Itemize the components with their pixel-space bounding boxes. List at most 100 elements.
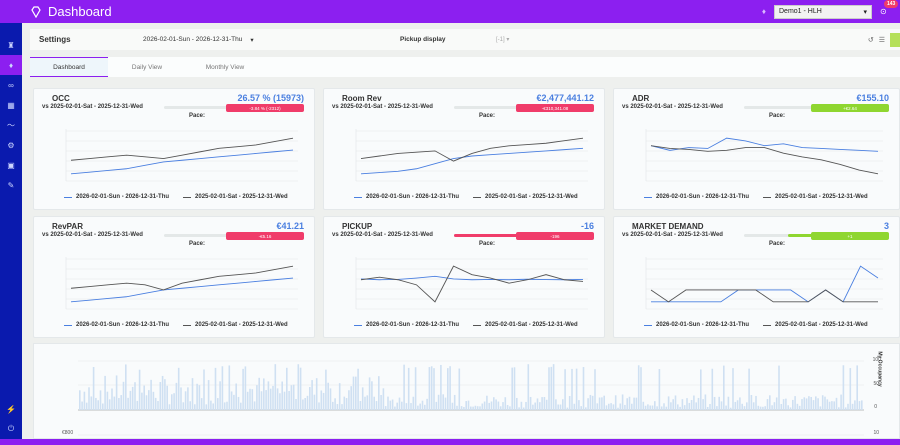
legend-current[interactable]: 2026-02-01-Sun - 2026-12-31-Thu — [644, 322, 749, 328]
line-chart — [355, 129, 588, 182]
refresh-icon[interactable]: ↺ — [867, 36, 874, 44]
tick-lower-right: 10 — [873, 430, 879, 436]
diamond-icon: ♦ — [8, 60, 14, 70]
chart-legend: 2026-02-01-Sun - 2026-12-31-Thu 2025-02-… — [644, 194, 868, 200]
hotel-select[interactable]: Demo1 - HLH ▾ — [774, 4, 872, 19]
sidebar-item-glasses[interactable]: ∞ — [0, 75, 22, 95]
glasses-icon: ∞ — [8, 80, 14, 90]
date-range-select[interactable]: 2026-02-01-Sun - 2026-12-31-Thu ▾ — [143, 35, 254, 44]
card-title: PICKUP — [342, 222, 373, 231]
chart-legend: 2026-02-01-Sun - 2026-12-31-Thu 2025-02-… — [64, 194, 288, 200]
trend-icon: 〜 — [7, 120, 15, 130]
legend-current[interactable]: 2026-02-01-Sun - 2026-12-31-Thu — [354, 194, 459, 200]
kpi-card-pickup: PICKUP vs 2025-02-01-Sat - 2025-12-31-We… — [323, 216, 605, 338]
table-icon: ▦ — [7, 100, 15, 110]
occupancy-bar-chart: 100 50 0 My Occupancy €800 10 — [33, 343, 900, 439]
line-chart — [65, 129, 298, 182]
legend-previous[interactable]: 2025-02-01-Sat - 2025-12-31-Wed — [183, 194, 288, 200]
sidebar-item-binoculars[interactable]: ♜ — [0, 35, 22, 55]
card-comparison: vs 2025-02-01-Sat - 2025-12-31-Wed — [332, 232, 433, 238]
sidebar-item-power[interactable]: ⏻ — [0, 419, 22, 439]
tab-daily-view[interactable]: Daily View — [131, 63, 163, 71]
delta-badge: -3.84 % (-2312) — [226, 104, 304, 112]
card-comparison: vs 2025-02-01-Sat - 2025-12-31-Wed — [622, 232, 723, 238]
sidebar-item-table[interactable]: ▦ — [0, 95, 22, 115]
card-value: -16 — [580, 221, 594, 231]
pace-label: Pace: — [769, 241, 786, 247]
card-comparison: vs 2025-02-01-Sat - 2025-12-31-Wed — [42, 104, 143, 110]
chart-legend: 2026-02-01-Sun - 2026-12-31-Thu 2025-02-… — [354, 194, 578, 200]
kpi-card-market-demand: MARKET DEMAND vs 2025-02-01-Sat - 2025-1… — [613, 216, 900, 338]
tick-0: 0 — [874, 404, 877, 410]
card-title: ADR — [632, 94, 650, 103]
legend-previous[interactable]: 2025-02-01-Sat - 2025-12-31-Wed — [473, 194, 578, 200]
legend-previous[interactable]: 2025-02-01-Sat - 2025-12-31-Wed — [183, 322, 288, 328]
tick-50: 50 — [873, 381, 879, 387]
tick-100: 100 — [872, 357, 881, 363]
page-title: Dashboard — [30, 4, 112, 19]
delta-badge: -196 — [516, 232, 594, 240]
kpi-card-adr: ADR vs 2025-02-01-Sat - 2025-12-31-Wed €… — [613, 88, 900, 210]
sidebar-item-plug[interactable]: ⚡ — [0, 399, 22, 419]
gear-icon: ⚙ — [7, 140, 15, 150]
diamond-badge-icon[interactable]: ♦ — [761, 7, 766, 16]
footer-bar — [0, 439, 900, 445]
settings-bar: Settings 2026-02-01-Sun - 2026-12-31-Thu… — [30, 29, 900, 50]
export-button[interactable] — [890, 32, 900, 47]
chevron-down-icon: ▾ — [250, 36, 254, 44]
chart-legend: 2026-02-01-Sun - 2026-12-31-Thu 2025-02-… — [64, 322, 288, 328]
delta-badge: -€5.16 — [226, 232, 304, 240]
pace-label: Pace: — [479, 241, 496, 247]
legend-previous[interactable]: 2025-02-01-Sat - 2025-12-31-Wed — [763, 322, 868, 328]
sidebar-item-dashboard[interactable]: ♦ — [0, 55, 22, 75]
view-tabs: Dashboard Daily View Monthly View — [30, 57, 900, 77]
notification-button[interactable]: ⊙ 143 — [880, 0, 900, 16]
line-chart — [355, 257, 588, 310]
card-value: 26.57 % (15973) — [237, 93, 304, 103]
legend-current[interactable]: 2026-02-01-Sun - 2026-12-31-Thu — [64, 194, 169, 200]
tab-dashboard[interactable]: Dashboard — [30, 57, 108, 77]
chart-legend: 2026-02-01-Sun - 2026-12-31-Thu 2025-02-… — [354, 322, 578, 328]
pace-bar — [454, 234, 534, 237]
diamond-icon — [31, 5, 41, 18]
chevron-down-icon: ▾ — [863, 8, 867, 16]
card-value: €155.10 — [856, 93, 889, 103]
sidebar-item-tools[interactable]: ✎ — [0, 175, 22, 195]
card-title: Room Rev — [342, 94, 382, 103]
legend-current[interactable]: 2026-02-01-Sun - 2026-12-31-Thu — [354, 322, 459, 328]
card-value: 3 — [883, 221, 889, 231]
tab-monthly-view[interactable]: Monthly View — [205, 63, 245, 71]
card-value: €41.21 — [276, 221, 304, 231]
card-comparison: vs 2025-02-01-Sat - 2025-12-31-Wed — [42, 232, 143, 238]
list-icon[interactable]: ☰ — [878, 36, 885, 44]
sidebar-item-trend[interactable]: 〜 — [0, 115, 22, 135]
line-chart — [645, 129, 883, 182]
legend-previous[interactable]: 2025-02-01-Sat - 2025-12-31-Wed — [763, 194, 868, 200]
pace-bar — [744, 234, 824, 237]
legend-current[interactable]: 2026-02-01-Sun - 2026-12-31-Thu — [64, 322, 169, 328]
card-comparison: vs 2025-02-01-Sat - 2025-12-31-Wed — [332, 104, 433, 110]
bar-chart-svg — [78, 360, 864, 436]
image-icon: ▣ — [7, 160, 15, 170]
card-title: OCC — [52, 94, 70, 103]
delta-badge: +€2.64 — [811, 104, 889, 112]
notification-badge: 143 — [884, 0, 899, 8]
pace-label: Pace: — [769, 113, 786, 119]
sidebar-item-image[interactable]: ▣ — [0, 155, 22, 175]
card-comparison: vs 2025-02-01-Sat - 2025-12-31-Wed — [622, 104, 723, 110]
legend-current[interactable]: 2026-02-01-Sun - 2026-12-31-Thu — [644, 194, 749, 200]
sidebar: ♜ ♦ ∞ ▦ 〜 ⚙ ▣ ✎ ⚡ ⏻ — [0, 23, 22, 445]
wrench-icon: ✎ — [7, 180, 15, 190]
line-chart — [645, 257, 883, 310]
line-chart — [65, 257, 298, 310]
card-title: MARKET DEMAND — [632, 222, 704, 231]
settings-title: Settings — [39, 35, 71, 44]
pace-label: Pace: — [189, 113, 206, 119]
tick-lower-left: €800 — [62, 430, 74, 436]
pace-label: Pace: — [189, 241, 206, 247]
top-bar: Dashboard ♦ Demo1 - HLH ▾ ⊙ 143 — [0, 0, 900, 23]
power-icon: ⏻ — [7, 424, 15, 433]
sidebar-item-settings[interactable]: ⚙ — [0, 135, 22, 155]
pickup-display-select[interactable]: [-1] ▾ — [496, 37, 510, 43]
legend-previous[interactable]: 2025-02-01-Sat - 2025-12-31-Wed — [473, 322, 578, 328]
